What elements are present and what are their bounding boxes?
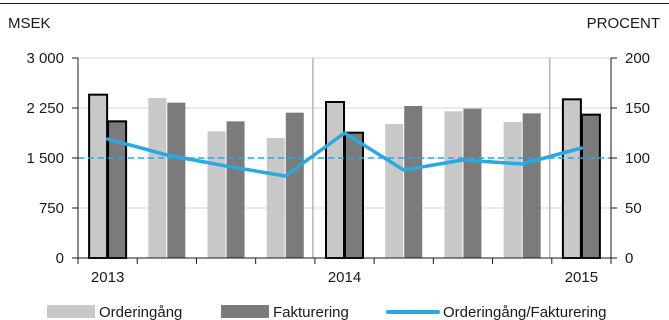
bar-orderingang [325, 101, 345, 259]
axes [72, 57, 617, 264]
ratio-line-group [105, 131, 584, 178]
legend-label-orderingang: Orderingång [99, 304, 182, 320]
right-unit-label: PROCENT [587, 15, 660, 32]
left-tick-label: 2 250 [26, 100, 64, 117]
bar-orderingang [266, 138, 285, 258]
bar-orderingang [503, 122, 522, 258]
left-unit-label: MSEK [8, 15, 51, 32]
bar-fakturering [226, 121, 245, 258]
left-tick-label: 750 [39, 200, 64, 217]
bar-orderingang [444, 111, 463, 258]
bars [88, 93, 601, 260]
bar-fakturering [580, 113, 601, 259]
year-label: 2014 [328, 269, 361, 286]
left-tick-label: 3 000 [26, 50, 64, 67]
right-tick-label: 100 [625, 150, 650, 167]
bar-fakturering [344, 131, 364, 260]
year-label: 2015 [565, 269, 598, 286]
legend-label-ratio: Orderingång/Fakturering [443, 304, 606, 320]
legend-label-fakturering: Fakturering [273, 304, 349, 320]
year-label: 2013 [91, 269, 124, 286]
bar-orderingang [561, 98, 582, 260]
right-tick-labels: 0 50 100 150 200 [625, 50, 650, 267]
right-tick-label: 50 [625, 200, 642, 217]
right-tick-label: 0 [625, 250, 633, 267]
bar-orderingang [148, 98, 167, 258]
bar-fakturering [285, 112, 304, 259]
right-tick-label: 200 [625, 50, 650, 67]
legend: Orderingång Fakturering Orderingång/Faktur… [47, 304, 606, 320]
bar-fakturering [404, 106, 423, 258]
left-tick-labels: 0 750 1 500 2 250 3 000 [26, 50, 64, 267]
left-tick-label: 1 500 [26, 150, 64, 167]
legend-swatch-fakturering [221, 305, 269, 318]
bar-fakturering [522, 113, 541, 258]
bar-fakturering [167, 102, 186, 259]
bar-orderingang [207, 131, 226, 258]
ratio-line [105, 131, 584, 178]
legend-swatch-orderingang [47, 305, 95, 318]
bar-orderingang [88, 93, 109, 259]
left-tick-label: 0 [56, 250, 64, 267]
bar-fakturering [463, 108, 482, 259]
year-labels: 2013 2014 2015 [91, 269, 598, 286]
right-tick-label: 150 [625, 100, 650, 117]
bar-orderingang [385, 124, 404, 258]
